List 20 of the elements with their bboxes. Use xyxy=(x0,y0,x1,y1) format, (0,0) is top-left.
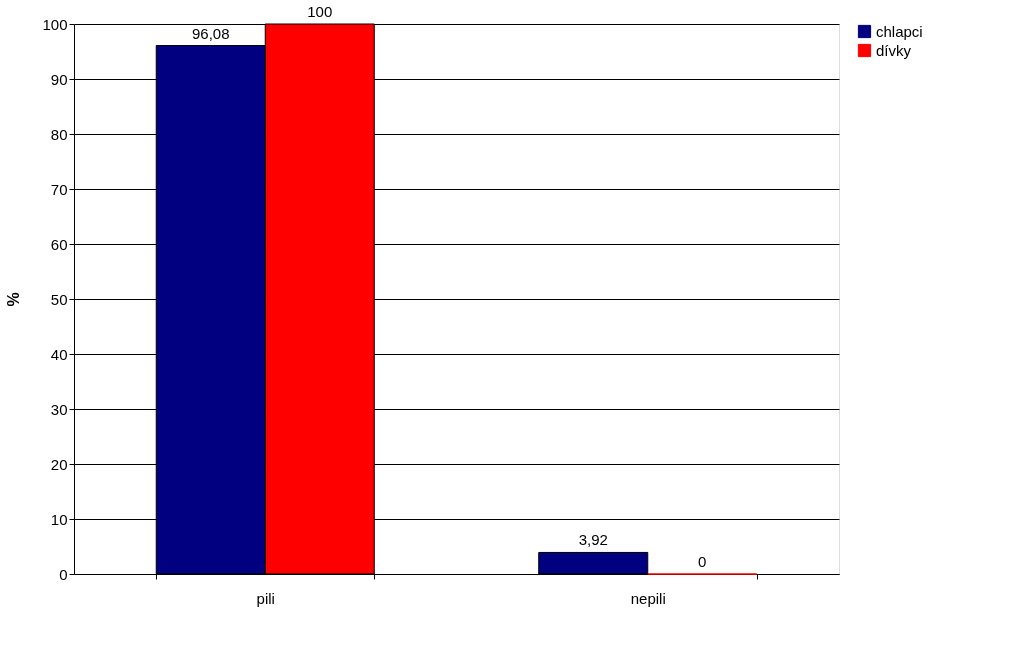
y-tick-label: 50 xyxy=(50,290,68,308)
y-tick-label: 0 xyxy=(59,565,68,583)
x-tick-label: nepili xyxy=(630,589,666,607)
data-label: 100 xyxy=(307,3,333,20)
data-label: 96,08 xyxy=(191,24,230,42)
data-label: 0 xyxy=(698,553,707,570)
y-tick-label: 80 xyxy=(50,125,68,143)
legend-label: dívky xyxy=(876,41,912,59)
y-tick-label: 90 xyxy=(50,70,68,88)
y-tick-label: 100 xyxy=(42,15,68,33)
y-tick-label: 60 xyxy=(50,235,68,253)
x-tick-label: pili xyxy=(256,589,275,607)
y-tick-label: 30 xyxy=(50,400,68,418)
y-tick-label: 70 xyxy=(50,180,68,198)
y-tick-label: 10 xyxy=(50,510,68,528)
data-label: 3,92 xyxy=(578,531,608,549)
y-tick-label: 40 xyxy=(50,345,68,363)
y-tick-label: 20 xyxy=(50,455,68,473)
legend-label: chlapci xyxy=(876,22,923,40)
y-axis-title: % xyxy=(5,292,23,307)
